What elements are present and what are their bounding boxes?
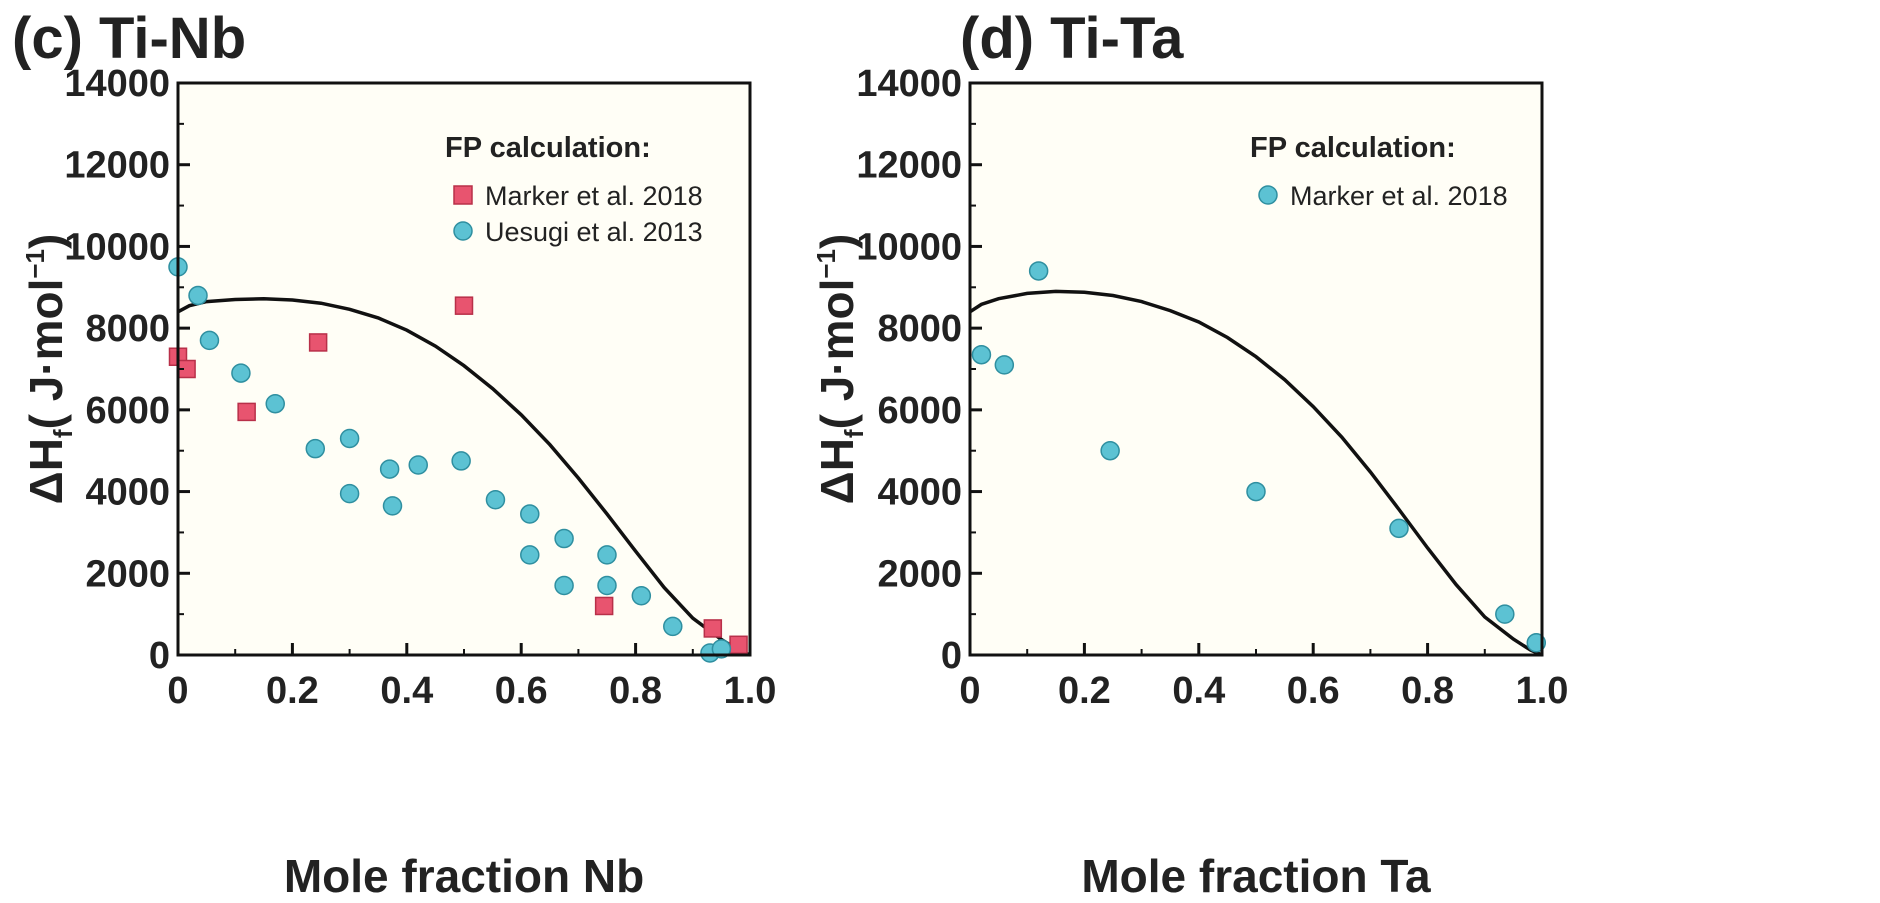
x-axis-label: Mole fraction Ta xyxy=(1081,850,1431,902)
y-label-sup: −1 xyxy=(20,249,50,279)
y-tick-label: 14000 xyxy=(64,63,170,105)
legend-entry-label: Marker et al. 2018 xyxy=(1290,181,1508,211)
y-label-main: ΔH xyxy=(20,438,72,504)
y-label-main: ΔH xyxy=(811,438,863,504)
x-tick-label: 0 xyxy=(959,670,980,712)
legend: FP calculation: Marker et al. 2018 xyxy=(1250,132,1508,211)
legend-marker-circle xyxy=(453,221,473,241)
y-tick-label: 2000 xyxy=(877,553,962,595)
y-label-unit: ( J·mol xyxy=(20,279,72,430)
y-axis-label: ΔHf( J·mol−1) xyxy=(20,234,78,505)
x-tick-label: 0.6 xyxy=(495,670,548,712)
y-tick-label: 0 xyxy=(941,635,962,677)
y-label-unit: ( J·mol xyxy=(811,279,863,430)
x-tick-label: 0 xyxy=(167,670,188,712)
y-label-close: ) xyxy=(20,234,72,249)
y-label-sub: f xyxy=(48,429,78,438)
data-point-circle xyxy=(631,586,652,606)
y-tick-label: 2000 xyxy=(85,553,170,595)
data-point-circle xyxy=(554,528,574,549)
panel-ti-ta: (d) Ti-Ta 0 0.2 0.4 0.6 0.8 1.0 0 2000 4000 6000… xyxy=(811,6,1568,902)
panel-title: (d) Ti-Ta xyxy=(960,6,1184,71)
data-point-circle xyxy=(597,545,617,565)
x-tick-label: 0.8 xyxy=(1401,670,1454,712)
data-point-circle xyxy=(1028,261,1049,281)
data-point-circle xyxy=(188,285,208,306)
data-point-circle xyxy=(231,363,251,383)
data-point-square xyxy=(703,619,723,638)
y-tick-label: 4000 xyxy=(877,472,962,514)
panel-title: (c) Ti-Nb xyxy=(12,6,246,71)
y-tick-label: 12000 xyxy=(856,145,962,187)
x-tick-label: 1.0 xyxy=(1516,670,1569,712)
x-tick-label: 1.0 xyxy=(724,670,777,712)
data-point-circle xyxy=(520,545,540,565)
data-point-circle xyxy=(1100,440,1120,461)
y-tick-label: 14000 xyxy=(856,63,962,105)
y-label-sup: −1 xyxy=(811,249,841,279)
legend-entry-label: Uesugi et al. 2013 xyxy=(485,217,703,247)
y-tick-label: 4000 xyxy=(85,472,170,514)
data-point-circle xyxy=(1389,518,1409,539)
data-point-circle xyxy=(339,428,360,449)
y-tick-label: 10000 xyxy=(64,226,170,268)
data-point-circle xyxy=(1246,481,1266,502)
data-point-circle xyxy=(554,575,574,596)
y-tick-label: 12000 xyxy=(64,145,170,187)
panel-ti-nb: (c) Ti-Nb 0 0.2 0.4 0.6 0.8 1.0 0 2000 4000 6000… xyxy=(12,6,776,902)
data-point-circle xyxy=(520,504,540,524)
legend: FP calculation: Marker et al. 2018 Uesugi… xyxy=(445,132,703,247)
legend-title: FP calculation: xyxy=(1250,132,1456,164)
data-point-circle xyxy=(199,330,220,351)
data-point-square xyxy=(454,296,474,315)
x-tick-label: 0.4 xyxy=(380,670,433,712)
legend-marker-circle xyxy=(1258,185,1278,205)
data-point-circle xyxy=(994,355,1015,375)
data-point-circle xyxy=(379,459,400,479)
data-point-circle xyxy=(1495,604,1515,624)
data-point-circle xyxy=(339,483,360,504)
legend-title: FP calculation: xyxy=(445,132,651,164)
data-point-circle xyxy=(597,575,617,596)
data-point-circle xyxy=(451,451,471,471)
y-label-sub: f xyxy=(839,429,869,438)
data-point-circle xyxy=(711,639,732,659)
x-tick-label: 0.4 xyxy=(1172,670,1225,712)
x-axis-label: Mole fraction Nb xyxy=(284,850,644,902)
data-point-square xyxy=(308,333,328,352)
data-point-circle xyxy=(265,393,285,414)
data-point-circle xyxy=(305,438,326,459)
data-point-circle xyxy=(408,455,428,475)
y-tick-label: 0 xyxy=(149,635,170,677)
fit-curve xyxy=(177,296,751,657)
x-tick-label: 0.8 xyxy=(609,670,662,712)
x-tick-label: 0.2 xyxy=(266,670,319,712)
data-point-square xyxy=(237,402,256,422)
data-point-circle xyxy=(382,496,403,516)
y-axis-label: ΔHf( J·mol−1) xyxy=(811,234,869,505)
data-point-circle xyxy=(971,344,992,365)
x-tick-label: 0.6 xyxy=(1287,670,1340,712)
plot-area xyxy=(970,83,1542,655)
data-point-square xyxy=(729,635,748,655)
y-tick-label: 6000 xyxy=(85,390,170,432)
data-point-circle xyxy=(663,616,683,637)
fit-curve xyxy=(969,289,1543,657)
y-tick-label: 8000 xyxy=(85,308,170,350)
plot-area xyxy=(178,83,750,655)
y-tick-label: 10000 xyxy=(856,226,962,268)
data-point-circle xyxy=(485,489,506,510)
y-tick-label: 8000 xyxy=(877,308,962,350)
legend-marker-square xyxy=(453,185,473,205)
y-label-close: ) xyxy=(811,234,863,249)
legend-entry-label: Marker et al. 2018 xyxy=(485,181,703,211)
data-point-square xyxy=(594,596,614,616)
y-tick-label: 6000 xyxy=(877,390,962,432)
x-tick-label: 0.2 xyxy=(1058,670,1111,712)
